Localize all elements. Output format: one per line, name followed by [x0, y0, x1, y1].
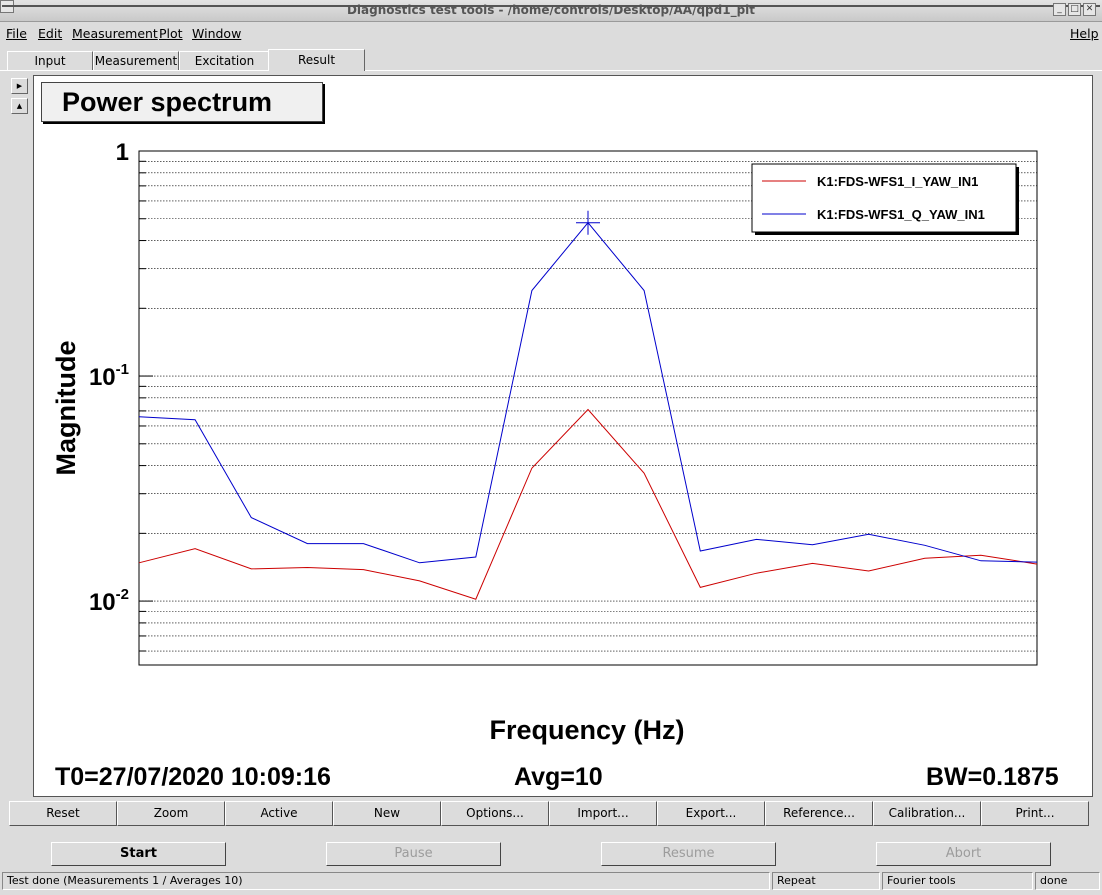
- peak-marker: [576, 210, 600, 235]
- plot-title: Power spectrum: [41, 82, 323, 122]
- chart-grid: [139, 150, 1037, 652]
- pad-right-arrow-icon[interactable]: ▶: [11, 78, 28, 94]
- pause-button[interactable]: Pause: [326, 842, 501, 866]
- status-mode: Repeat: [772, 872, 880, 890]
- chart-legend: K1:FDS-WFS1_I_YAW_IN1 K1:FDS-WFS1_Q_YAW_…: [751, 163, 1019, 235]
- reset-button[interactable]: Reset: [9, 801, 117, 826]
- t0-readout: T0=27/07/2020 10:09:16: [55, 763, 331, 791]
- menu-file[interactable]: File: [6, 26, 27, 41]
- export-button[interactable]: Export...: [657, 801, 765, 826]
- menu-help[interactable]: Help: [1070, 26, 1099, 41]
- new-button[interactable]: New: [333, 801, 441, 826]
- menu-plot[interactable]: Plot: [159, 26, 183, 41]
- zoom-button[interactable]: Zoom: [117, 801, 225, 826]
- series-line-2: [138, 221, 1038, 564]
- status-state: done: [1035, 872, 1100, 890]
- plot-frame: [138, 150, 1038, 666]
- x-axis-label: Frequency (Hz): [489, 715, 684, 745]
- window-title: Diagnostics test tools - /home/controls/…: [346, 3, 756, 17]
- maximize-icon[interactable]: □: [1068, 3, 1081, 16]
- tab-result[interactable]: Result: [268, 49, 365, 71]
- chart-series: [138, 210, 1038, 600]
- avg-readout: Avg=10: [514, 763, 603, 791]
- abort-button[interactable]: Abort: [876, 842, 1051, 866]
- close-icon[interactable]: ✕: [1083, 3, 1096, 16]
- menu-edit[interactable]: Edit: [38, 26, 63, 41]
- bw-readout: BW=0.1875: [926, 763, 1059, 791]
- pad-up-arrow-icon[interactable]: ▲: [11, 98, 28, 114]
- reference-button[interactable]: Reference...: [765, 801, 873, 826]
- calibration-button[interactable]: Calibration...: [873, 801, 981, 826]
- y-tick-label: 1: [116, 139, 129, 166]
- active-button[interactable]: Active: [225, 801, 333, 826]
- tab-measurement[interactable]: Measurement: [93, 51, 179, 70]
- y-axis-ticks: 1 10-1 10-2: [89, 139, 153, 652]
- options-button[interactable]: Options...: [441, 801, 549, 826]
- menu-bar: File Edit Measurement Plot Window Help: [0, 22, 1102, 44]
- import-button[interactable]: Import...: [549, 801, 657, 826]
- window-title-bar: Diagnostics test tools - /home/controls/…: [0, 0, 1102, 22]
- menu-measurement[interactable]: Measurement: [72, 26, 158, 41]
- y-tick-label: 10-2: [89, 586, 129, 616]
- print-button[interactable]: Print...: [981, 801, 1089, 826]
- window-menu-icon[interactable]: [0, 0, 14, 13]
- series-line-1: [138, 408, 1038, 600]
- resume-button[interactable]: Resume: [601, 842, 776, 866]
- y-tick-label: 10-1: [89, 361, 129, 391]
- tab-input[interactable]: Input: [7, 51, 93, 70]
- status-tool: Fourier tools: [882, 872, 1033, 890]
- y-axis-label: Magnitude: [51, 341, 81, 476]
- tab-excitation[interactable]: Excitation: [179, 51, 270, 70]
- status-message: Test done (Measurements 1 / Averages 10): [2, 872, 770, 890]
- minimize-icon[interactable]: _: [1053, 3, 1066, 16]
- menu-window[interactable]: Window: [192, 26, 242, 41]
- tab-divider: [0, 70, 1102, 71]
- legend-label-series-1: K1:FDS-WFS1_I_YAW_IN1: [817, 174, 978, 189]
- legend-label-series-2: K1:FDS-WFS1_Q_YAW_IN1: [817, 207, 985, 222]
- start-button[interactable]: Start: [51, 842, 226, 866]
